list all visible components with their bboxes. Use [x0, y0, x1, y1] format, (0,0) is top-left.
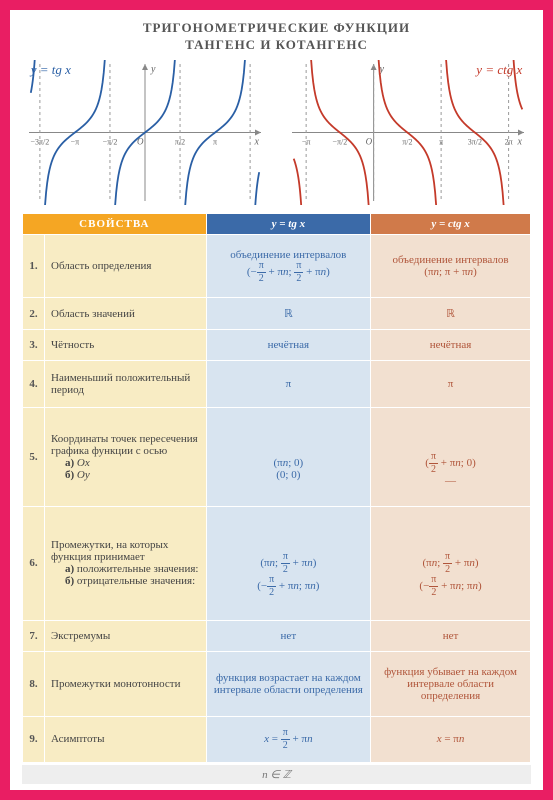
- row-tan: π: [206, 360, 370, 408]
- row-cot: объединение интервалов(πn; π + πn): [371, 234, 531, 298]
- svg-text:3π/2: 3π/2: [468, 137, 482, 146]
- svg-text:π: π: [439, 137, 443, 146]
- svg-text:−π: −π: [302, 137, 311, 146]
- page: ТРИГОНОМЕТРИЧЕСКИЕ ФУНКЦИИ ТАНГЕНС И КОТ…: [10, 10, 543, 790]
- footer-note: n ∈ ℤ: [22, 765, 531, 784]
- svg-text:−3π/2: −3π/2: [30, 137, 49, 146]
- title-line-2: ТАНГЕНС И КОТАНГЕНС: [22, 37, 531, 54]
- row-cot: (π2 + πn; 0)—: [371, 408, 531, 506]
- row-cot: функция убывает на каждом интервале обла…: [371, 651, 531, 716]
- table-header-row: СВОЙСТВА y = tg x y = ctg x: [23, 213, 531, 234]
- table-row: 9.Асимптотыx = π2 + πnx = πn: [23, 716, 531, 762]
- row-prop: Экстремумы: [45, 621, 207, 651]
- table-row: 4.Наименьший положительный периодππ: [23, 360, 531, 408]
- svg-text:x: x: [517, 136, 523, 147]
- row-prop: Промежутки монотонности: [45, 651, 207, 716]
- row-num: 8.: [23, 651, 45, 716]
- table-row: 1.Область определенияобъединение интерва…: [23, 234, 531, 298]
- row-tan: нечётная: [206, 330, 370, 360]
- row-prop: Промежутки, на которых функция принимает…: [45, 506, 207, 620]
- table-row: 2.Область значенийℝℝ: [23, 298, 531, 330]
- page-title: ТРИГОНОМЕТРИЧЕСКИЕ ФУНКЦИИ ТАНГЕНС И КОТ…: [22, 20, 531, 54]
- svg-text:π/2: π/2: [402, 137, 412, 146]
- row-cot: π: [371, 360, 531, 408]
- cot-graph-label: y = ctg x: [476, 62, 522, 78]
- table-row: 7.Экстремумынетнет: [23, 621, 531, 651]
- row-num: 9.: [23, 716, 45, 762]
- row-num: 3.: [23, 330, 45, 360]
- svg-text:x: x: [253, 136, 259, 147]
- row-prop: Наименьший положительный период: [45, 360, 207, 408]
- row-tan: ℝ: [206, 298, 370, 330]
- row-cot: нечётная: [371, 330, 531, 360]
- graphs-row: y = tg x xy−3π/2−π−π/2Oπ/2π y = ctg x xy…: [22, 60, 531, 205]
- cot-graph: y = ctg x xy−π−π/2Oπ/2π3π/22π: [288, 60, 528, 205]
- table-row: 5.Координаты точек пересечения графика ф…: [23, 408, 531, 506]
- table-row: 6.Промежутки, на которых функция принима…: [23, 506, 531, 620]
- row-cot: ℝ: [371, 298, 531, 330]
- row-num: 5.: [23, 408, 45, 506]
- table-row: 3.Чётностьнечётнаянечётная: [23, 330, 531, 360]
- header-cot: y = ctg x: [371, 213, 531, 234]
- row-num: 1.: [23, 234, 45, 298]
- tan-graph: y = tg x xy−3π/2−π−π/2Oπ/2π: [25, 60, 265, 205]
- title-line-1: ТРИГОНОМЕТРИЧЕСКИЕ ФУНКЦИИ: [22, 20, 531, 37]
- row-prop: Координаты точек пересечения графика фун…: [45, 408, 207, 506]
- row-cot: (πn; π2 + πn)(−π2 + πn; πn): [371, 506, 531, 620]
- row-num: 7.: [23, 621, 45, 651]
- row-prop: Область значений: [45, 298, 207, 330]
- row-tan: (πn; π2 + πn)(−π2 + πn; πn): [206, 506, 370, 620]
- table-row: 8.Промежутки монотонностифункция возраст…: [23, 651, 531, 716]
- row-tan: объединение интервалов(−π2 + πn; π2 + πn…: [206, 234, 370, 298]
- row-prop: Область определения: [45, 234, 207, 298]
- row-tan: нет: [206, 621, 370, 651]
- tan-graph-label: y = tg x: [31, 62, 71, 78]
- svg-text:O: O: [366, 136, 373, 146]
- svg-text:2π: 2π: [505, 137, 513, 146]
- row-cot: x = πn: [371, 716, 531, 762]
- svg-text:−π/2: −π/2: [333, 137, 348, 146]
- svg-text:−π/2: −π/2: [102, 137, 117, 146]
- svg-text:π: π: [213, 137, 217, 146]
- properties-table: СВОЙСТВА y = tg x y = ctg x 1.Область оп…: [22, 213, 531, 763]
- row-num: 4.: [23, 360, 45, 408]
- svg-text:π/2: π/2: [175, 137, 185, 146]
- row-num: 6.: [23, 506, 45, 620]
- svg-text:−π: −π: [70, 137, 79, 146]
- row-tan: x = π2 + πn: [206, 716, 370, 762]
- row-tan: (πn; 0)(0; 0): [206, 408, 370, 506]
- svg-text:y: y: [150, 64, 156, 75]
- row-cot: нет: [371, 621, 531, 651]
- row-num: 2.: [23, 298, 45, 330]
- row-tan: функция возрастает на каждом интервале о…: [206, 651, 370, 716]
- header-prop: СВОЙСТВА: [23, 213, 207, 234]
- row-prop: Чётность: [45, 330, 207, 360]
- header-tan: y = tg x: [206, 213, 370, 234]
- row-prop: Асимптоты: [45, 716, 207, 762]
